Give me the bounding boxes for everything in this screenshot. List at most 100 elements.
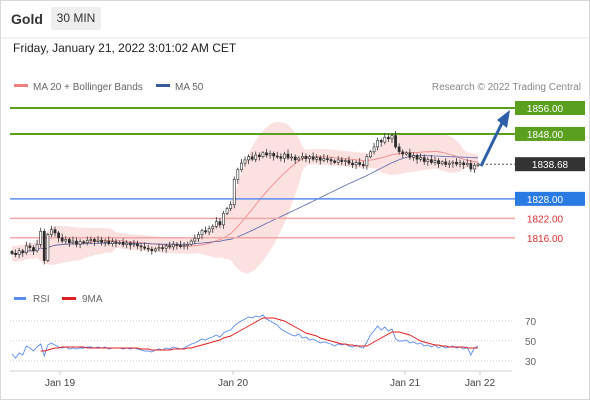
candle-down	[128, 242, 132, 246]
x-axis-tick-label: Jan 21	[390, 378, 420, 389]
candle-up	[451, 161, 455, 164]
candle-up	[193, 238, 197, 242]
candle-up	[308, 156, 311, 159]
candle-up	[232, 179, 236, 206]
candle-up	[243, 159, 247, 164]
candle-down	[150, 248, 154, 252]
candle-down	[218, 221, 222, 226]
candle-down	[21, 250, 25, 253]
ma50-line	[11, 155, 479, 255]
candle-up	[473, 165, 476, 170]
candle-down	[107, 240, 111, 244]
candle-up	[290, 156, 293, 159]
candle-down	[10, 251, 14, 254]
candle-up	[336, 159, 340, 163]
candle-down	[462, 162, 466, 166]
candle-down	[57, 232, 60, 239]
candle-down	[444, 161, 448, 165]
candle-down	[257, 154, 261, 157]
candle-up	[96, 239, 100, 242]
rsi-tick-label: 50	[525, 337, 537, 348]
candle-down	[326, 158, 329, 160]
current-price-label: 1838.68	[532, 160, 569, 171]
candle-down	[361, 164, 365, 167]
candle-up	[85, 240, 89, 243]
candle-up	[207, 228, 211, 233]
current-price-tag	[515, 157, 585, 172]
candle-up	[383, 136, 387, 143]
candle-down	[168, 245, 172, 248]
candle-up	[236, 169, 240, 180]
candle-down	[175, 243, 179, 246]
candle-down	[415, 155, 419, 160]
candle-up	[64, 239, 68, 242]
candle-up	[171, 243, 175, 248]
candle-down	[455, 161, 458, 165]
bollinger-band-area	[12, 121, 478, 274]
candle-up	[247, 156, 250, 161]
candle-down	[422, 157, 426, 162]
candle-up	[465, 163, 469, 166]
timestamp: Friday, January 21, 2022 3:01:02 AM CET	[13, 41, 237, 55]
candle-up	[322, 158, 326, 161]
candle-up	[297, 157, 301, 161]
candle-up	[154, 248, 157, 252]
pivot-tag	[515, 191, 585, 206]
x-axis-tick-label: Jan 19	[45, 378, 75, 389]
resistance-label: 1848.00	[527, 130, 564, 141]
candle-down	[340, 159, 344, 162]
candle-down	[387, 136, 390, 140]
candle-down	[272, 153, 276, 157]
ma20-legend-swatch	[14, 84, 28, 87]
bollinger-band	[12, 121, 478, 274]
level-tags: 1856.00 1848.00 1838.68 1828.00 1822.00 1816.…	[515, 100, 585, 245]
candle-up	[440, 161, 444, 165]
candle-down	[293, 156, 297, 161]
candle-up	[343, 160, 347, 162]
candle-up	[376, 140, 380, 148]
candle-up	[365, 156, 369, 167]
candle-up	[78, 241, 82, 245]
candle-up	[157, 247, 161, 250]
candle-down	[53, 229, 57, 234]
timeframe-button[interactable]: 30 MIN	[51, 7, 101, 30]
ma20-legend-label: MA 20 + Bollinger Bands	[33, 82, 143, 93]
x-axis-tick-label: Jan 22	[465, 378, 495, 389]
candle-down	[408, 152, 412, 158]
candle-up	[433, 160, 437, 163]
candle-up	[110, 241, 114, 244]
candle-down	[394, 135, 397, 148]
forecast-arrow-shaft	[479, 122, 504, 167]
candle-up	[261, 152, 265, 157]
candle-up	[412, 155, 415, 158]
forecast-arrow-head	[497, 109, 510, 128]
resistance-label: 1856.00	[527, 104, 564, 115]
candle-down	[329, 159, 333, 162]
candle-down	[318, 157, 322, 161]
candle-up	[46, 234, 50, 261]
candle-down	[311, 156, 315, 160]
candle-down	[204, 230, 207, 233]
rsi-panel: 70 50 30	[10, 314, 537, 368]
candle-down	[351, 162, 354, 166]
candle-down	[146, 247, 150, 250]
candle-down	[136, 243, 139, 247]
candle-down	[67, 239, 71, 243]
candle-down	[347, 160, 351, 164]
candle-up	[71, 240, 75, 243]
candle-up	[300, 156, 304, 159]
candle-up	[315, 157, 319, 160]
candle-up	[369, 151, 372, 157]
rsi-ma-legend-label: 9MA	[82, 294, 103, 305]
candle-down	[60, 237, 64, 242]
candle-up	[35, 243, 39, 252]
candle-up	[125, 242, 129, 245]
instrument-title: Gold	[11, 11, 43, 27]
candle-up	[229, 204, 233, 209]
support-label: 1822.00	[527, 214, 564, 225]
x-axis-tick-label: Jan 20	[218, 378, 248, 389]
candle-down	[401, 151, 405, 155]
ma50-legend-label: MA 50	[175, 82, 204, 93]
candle-up	[132, 243, 136, 246]
